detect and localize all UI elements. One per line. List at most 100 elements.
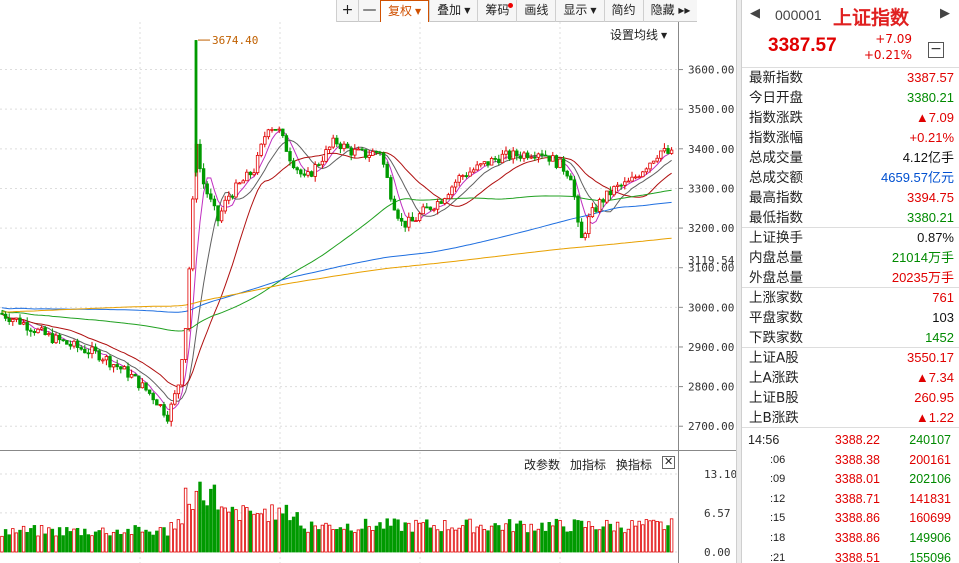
volume-bar — [626, 528, 631, 553]
collapse-button[interactable]: − — [928, 42, 944, 58]
candle-body — [615, 184, 620, 187]
candle-body — [428, 206, 433, 210]
tick-volume: 202106 — [909, 472, 951, 487]
volume-axis: 13.10 6.57 0.00 — [704, 468, 736, 559]
overlay-button[interactable]: 叠加 ▼ — [429, 0, 477, 22]
candle-body — [572, 179, 577, 197]
candle-body — [482, 161, 487, 165]
candle-body — [65, 340, 69, 345]
candle-body — [223, 199, 227, 212]
quote-row: 上A涨跌 ▲7.34 — [742, 368, 959, 388]
tick-list[interactable]: 14:56 3388.22 240107:06 3388.38 200161:09 338… — [742, 431, 959, 563]
candle-body — [68, 343, 73, 347]
candle-body — [569, 175, 573, 181]
volume-bar — [111, 531, 116, 553]
zoom-out-button[interactable]: — — [358, 0, 380, 22]
volume-bar — [637, 520, 641, 553]
volume-bar — [515, 523, 519, 553]
candle-body — [497, 158, 501, 164]
volume-bar — [36, 535, 40, 553]
prev-arrow-icon[interactable]: ◀ — [750, 6, 760, 21]
next-arrow-icon[interactable]: ▶ — [940, 6, 950, 21]
volume-bar — [241, 505, 245, 553]
candle-body — [252, 172, 256, 176]
candle-body — [212, 198, 217, 207]
volume-bar — [407, 522, 411, 553]
peak-label: 3674.40 — [212, 34, 258, 47]
candle-body — [281, 128, 285, 137]
candle-body — [579, 221, 584, 239]
volume-bar — [57, 527, 62, 553]
volume-bar — [356, 529, 361, 553]
volume-bar — [540, 522, 544, 553]
adjust-button[interactable]: 复权 ▼ — [380, 0, 430, 22]
add-indicator-button[interactable]: 加指标 — [570, 458, 607, 472]
quote-row: 上证A股 3550.17 — [742, 348, 959, 368]
volume-bar — [155, 530, 159, 553]
kline-chart[interactable]: 3600.00 3500.00 3400.00 3300.00 3200.00 3100.… — [0, 0, 736, 563]
last-price-marker: 3119.54 — [688, 254, 735, 267]
volume-bar — [165, 535, 170, 553]
volume-bars — [0, 481, 674, 553]
candle-body — [507, 150, 512, 160]
candle-body — [594, 207, 598, 212]
quote-row: 指数涨幅 +0.21% — [742, 128, 959, 148]
price-axis: 3600.00 3500.00 3400.00 3300.00 3200.00 3100.… — [678, 64, 735, 433]
volume-bar — [551, 525, 555, 553]
volume-bar — [443, 520, 447, 553]
quote-row-label: 外盘总量 — [749, 270, 803, 286]
display-button[interactable]: 显示 ▼ — [555, 0, 603, 22]
volume-bar — [511, 531, 515, 553]
stock-code: 000001 — [775, 7, 822, 23]
candle-body — [306, 171, 310, 176]
candle-body — [14, 317, 19, 320]
set-ma-button[interactable]: 设置均线 ▼ — [610, 28, 668, 42]
volume-bar — [313, 525, 317, 553]
candle-body — [331, 137, 335, 148]
simple-button[interactable]: 简约 — [603, 0, 643, 22]
volume-bar — [61, 535, 65, 553]
quote-row-label: 上证B股 — [749, 390, 799, 406]
tick-time: :09 — [770, 473, 786, 486]
volume-bar — [162, 527, 166, 553]
candle-body — [659, 150, 663, 159]
volume-bar — [227, 511, 231, 553]
switch-indicator-button[interactable]: 换指标 — [616, 458, 653, 472]
quote-row-label: 平盘家数 — [749, 310, 803, 326]
draw-line-button[interactable]: 画线 — [516, 0, 555, 22]
hide-button[interactable]: 隐藏 ▸▸ — [642, 0, 698, 22]
volume-bar — [216, 509, 220, 553]
candle-body — [266, 129, 271, 138]
close-icon[interactable]: ✕ — [662, 455, 676, 469]
chips-button[interactable]: 筹码 — [477, 0, 516, 22]
candle-body — [327, 146, 332, 150]
volume-bar — [90, 535, 94, 553]
candle-body — [367, 154, 371, 158]
volume-bar — [561, 526, 566, 553]
candle-body — [201, 168, 206, 185]
tick-row: :21 3388.51 155096 — [742, 549, 959, 563]
candle-body — [237, 182, 242, 185]
candle-body — [176, 384, 181, 395]
candle-body — [3, 313, 8, 319]
candle-body — [295, 167, 299, 171]
candle-body — [11, 318, 15, 323]
zoom-in-button[interactable]: + — [336, 0, 358, 22]
candle-body — [7, 317, 11, 323]
quote-row-value: 3380.21 — [907, 210, 954, 225]
volume-bar — [219, 506, 224, 553]
volume-bar — [14, 532, 19, 553]
candle-body — [317, 164, 321, 166]
volume-bar — [75, 527, 80, 553]
volume-bar — [428, 527, 433, 553]
candle-body — [396, 209, 400, 219]
volume-bar — [93, 531, 98, 553]
quote-row-value: ▲7.09 — [915, 110, 954, 125]
quote-row-label: 上证换手 — [749, 230, 803, 246]
candle-body — [155, 399, 159, 406]
candle-body — [601, 199, 605, 203]
volume-bar — [403, 522, 407, 553]
tick-time: 14:56 — [748, 433, 780, 447]
change-params-button[interactable]: 改参数 — [524, 458, 561, 472]
volume-bar — [349, 530, 353, 553]
